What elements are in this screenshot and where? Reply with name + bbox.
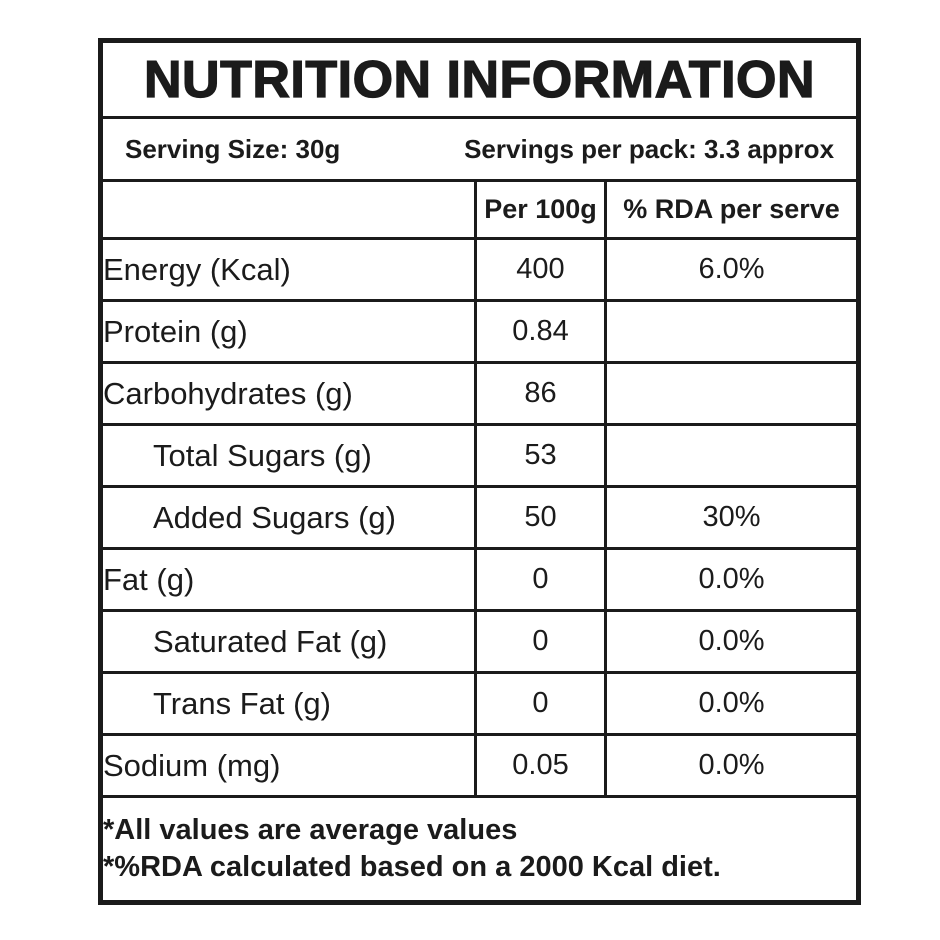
rda-per-serve-value: [603, 299, 861, 364]
nutrient-rows-section: Energy (Kcal) 400 6.0% Protein (g) 0.84 Carbo…: [99, 237, 861, 798]
serving-row: Serving Size: 30g Servings per pack: 3.3…: [98, 116, 861, 182]
nutrient-label: Energy (Kcal): [99, 237, 477, 302]
serving-info: Serving Size: 30g Servings per pack: 3.3…: [103, 134, 856, 165]
footnote-line-2: *%RDA calculated based on a 2000 Kcal di…: [103, 851, 721, 883]
column-header-row: Per 100g % RDA per serve: [99, 179, 861, 240]
rda-per-serve-value: 0.0%: [603, 547, 861, 612]
footnotes-row: *All values are average values *%RDA cal…: [98, 795, 861, 904]
rda-per-serve-value: 30%: [603, 485, 861, 550]
nutrient-label: Total Sugars (g): [99, 423, 477, 488]
servings-per-pack-text: Servings per pack: 3.3 approx: [464, 133, 835, 164]
per-100g-value: 50: [474, 485, 607, 550]
table-row: Sodium (mg) 0.05 0.0%: [99, 733, 861, 798]
label-title: NUTRITION INFORMATION: [98, 39, 861, 119]
nutrient-label: Carbohydrates (g): [99, 361, 477, 426]
per-100g-value: 0: [474, 609, 607, 674]
rda-per-serve-value: 0.0%: [603, 609, 861, 674]
rda-per-serve-value: 6.0%: [603, 237, 861, 302]
table-row: Fat (g) 0 0.0%: [99, 547, 861, 612]
column-header-nutrient: [99, 179, 477, 240]
nutrient-label: Sodium (mg): [99, 733, 477, 798]
rda-per-serve-value: [603, 361, 861, 426]
nutrient-label: Trans Fat (g): [99, 671, 477, 736]
column-header-per-100g: Per 100g: [474, 179, 607, 240]
per-100g-value: 0: [474, 547, 607, 612]
nutrition-label-table: NUTRITION INFORMATION Serving Size: 30g …: [98, 38, 862, 905]
per-100g-value: 53: [474, 423, 607, 488]
per-100g-value: 86: [474, 361, 607, 426]
table-row: Saturated Fat (g) 0 0.0%: [99, 609, 861, 674]
nutrient-label: Saturated Fat (g): [99, 609, 477, 674]
table-row: Protein (g) 0.84: [99, 299, 861, 364]
serving-size-text: Serving Size: 30g: [125, 133, 341, 164]
label-header-section: NUTRITION INFORMATION Serving Size: 30g …: [98, 39, 861, 240]
nutrient-label: Added Sugars (g): [99, 485, 477, 550]
rda-per-serve-value: 0.0%: [603, 733, 861, 798]
per-100g-value: 0: [474, 671, 607, 736]
rda-per-serve-value: [603, 423, 861, 488]
per-100g-value: 0.84: [474, 299, 607, 364]
table-row: Total Sugars (g) 53: [99, 423, 861, 488]
nutrient-label: Protein (g): [99, 299, 477, 364]
title-row: NUTRITION INFORMATION: [98, 39, 861, 119]
rda-per-serve-value: 0.0%: [603, 671, 861, 736]
footnote-line-1: *All values are average values: [103, 813, 518, 846]
nutrient-label: Fat (g): [99, 547, 477, 612]
table-row: Energy (Kcal) 400 6.0%: [99, 237, 861, 302]
label-footer-section: *All values are average values *%RDA cal…: [98, 795, 861, 904]
table-row: Trans Fat (g) 0 0.0%: [99, 671, 861, 736]
column-header-rda-per-serve: % RDA per serve: [603, 179, 861, 240]
table-row: Carbohydrates (g) 86: [99, 361, 861, 426]
per-100g-value: 0.05: [474, 733, 607, 798]
table-row: Added Sugars (g) 50 30%: [99, 485, 861, 550]
footnotes: *All values are average values *%RDA cal…: [98, 795, 861, 904]
per-100g-value: 400: [474, 237, 607, 302]
